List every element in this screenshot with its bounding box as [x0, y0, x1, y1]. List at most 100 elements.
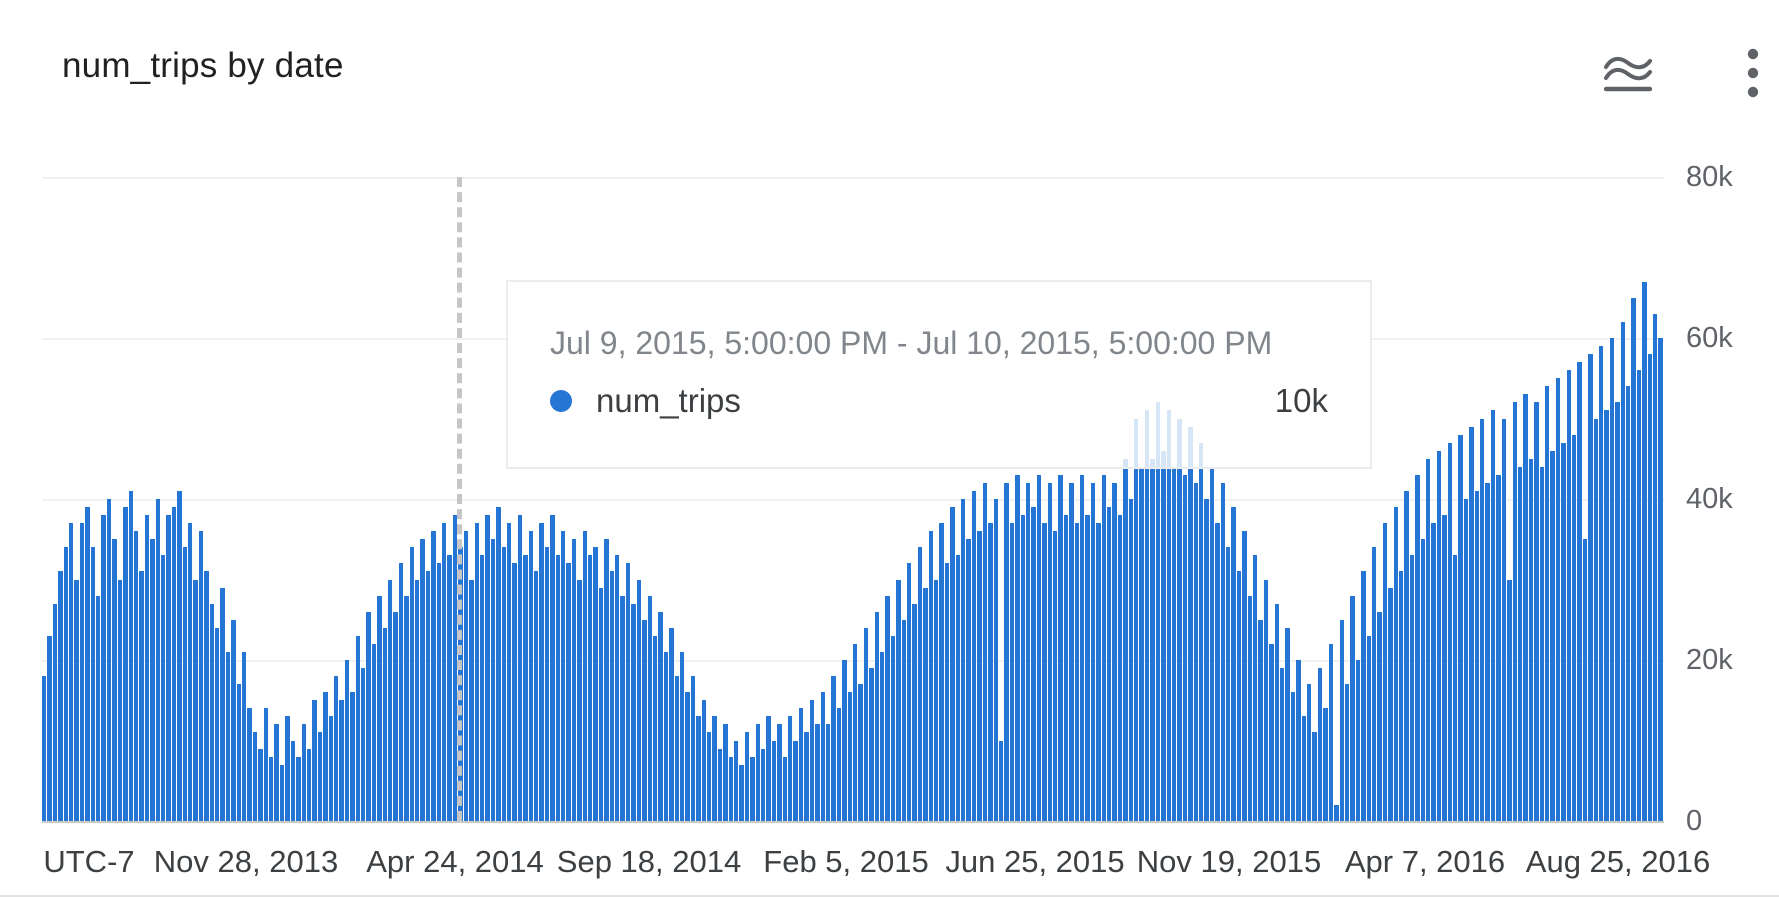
bar[interactable]	[977, 531, 982, 821]
bar[interactable]	[52, 603, 58, 821]
bar[interactable]	[928, 531, 934, 821]
bar[interactable]	[1501, 418, 1507, 821]
bar[interactable]	[528, 531, 533, 821]
bar[interactable]	[966, 539, 971, 821]
bar[interactable]	[204, 571, 209, 821]
bar[interactable]	[771, 740, 777, 821]
bar[interactable]	[955, 555, 961, 821]
bar[interactable]	[809, 700, 815, 821]
bar[interactable]	[604, 539, 609, 821]
bar[interactable]	[561, 531, 566, 821]
bar[interactable]	[474, 523, 479, 821]
bar[interactable]	[609, 571, 615, 821]
bar[interactable]	[1658, 338, 1663, 821]
bar[interactable]	[339, 700, 344, 821]
bar[interactable]	[879, 651, 885, 821]
bar[interactable]	[333, 676, 339, 821]
bar[interactable]	[517, 515, 523, 821]
bar[interactable]	[150, 539, 155, 821]
bar[interactable]	[252, 732, 258, 821]
bar[interactable]	[1236, 571, 1242, 821]
bar[interactable]	[198, 531, 204, 821]
bar[interactable]	[615, 555, 620, 821]
bar[interactable]	[1128, 499, 1134, 821]
bar[interactable]	[1312, 732, 1317, 821]
bar[interactable]	[409, 547, 415, 821]
bar[interactable]	[923, 587, 928, 821]
bar[interactable]	[285, 716, 290, 821]
bar-series[interactable]	[42, 177, 1664, 821]
bar[interactable]	[685, 692, 690, 821]
bar[interactable]	[744, 732, 750, 821]
bar[interactable]	[1134, 418, 1139, 821]
bar[interactable]	[1274, 603, 1280, 821]
bar[interactable]	[231, 619, 236, 821]
bar[interactable]	[1063, 515, 1069, 821]
bar[interactable]	[1344, 684, 1350, 821]
bar[interactable]	[209, 603, 214, 821]
bar[interactable]	[1539, 466, 1544, 821]
bar[interactable]	[306, 748, 312, 821]
bar[interactable]	[1458, 434, 1463, 821]
bar[interactable]	[1069, 482, 1074, 821]
bar[interactable]	[1561, 442, 1566, 821]
bar[interactable]	[1263, 579, 1269, 821]
bar[interactable]	[1571, 434, 1577, 821]
bar[interactable]	[106, 499, 112, 821]
bar[interactable]	[1177, 418, 1182, 821]
bar[interactable]	[404, 595, 409, 821]
bar[interactable]	[588, 555, 593, 821]
bar[interactable]	[890, 635, 896, 821]
bar[interactable]	[1544, 386, 1550, 821]
bar[interactable]	[366, 611, 371, 821]
bar[interactable]	[1653, 313, 1658, 821]
bar[interactable]	[647, 595, 652, 821]
bar[interactable]	[1534, 402, 1539, 821]
bar[interactable]	[577, 579, 582, 821]
bar[interactable]	[398, 563, 404, 821]
bar[interactable]	[1231, 507, 1236, 821]
bar[interactable]	[798, 708, 804, 821]
bar[interactable]	[1350, 595, 1355, 821]
bar[interactable]	[1161, 450, 1166, 821]
bar[interactable]	[312, 700, 317, 821]
bar[interactable]	[225, 651, 231, 821]
bar[interactable]	[1182, 474, 1188, 821]
bar[interactable]	[1296, 660, 1301, 821]
bar[interactable]	[479, 555, 485, 821]
bar[interactable]	[128, 490, 133, 821]
bar[interactable]	[133, 531, 139, 821]
bar[interactable]	[1204, 499, 1209, 821]
bar[interactable]	[950, 507, 955, 821]
bar[interactable]	[706, 732, 712, 821]
bar[interactable]	[112, 539, 117, 821]
bar[interactable]	[420, 539, 425, 821]
bar[interactable]	[1188, 426, 1193, 821]
bar[interactable]	[539, 523, 544, 821]
bar[interactable]	[1085, 515, 1090, 821]
bar[interactable]	[669, 627, 674, 821]
bar[interactable]	[1258, 619, 1263, 821]
bar[interactable]	[85, 507, 90, 821]
bar[interactable]	[388, 579, 393, 821]
bar[interactable]	[69, 523, 74, 821]
bar[interactable]	[42, 676, 47, 821]
bar[interactable]	[155, 499, 160, 821]
bar[interactable]	[1144, 410, 1150, 821]
bar[interactable]	[1566, 370, 1571, 821]
bar[interactable]	[177, 490, 182, 821]
bar[interactable]	[1339, 619, 1344, 821]
bar[interactable]	[1620, 321, 1626, 821]
bar[interactable]	[674, 676, 679, 821]
bar[interactable]	[1253, 555, 1258, 821]
bar[interactable]	[144, 515, 150, 821]
bar[interactable]	[717, 748, 723, 821]
bar[interactable]	[750, 756, 755, 821]
bar[interactable]	[1485, 482, 1490, 821]
bar[interactable]	[1436, 450, 1442, 821]
bar[interactable]	[663, 651, 669, 821]
bar[interactable]	[74, 579, 79, 821]
bar[interactable]	[452, 515, 458, 821]
bar[interactable]	[944, 563, 950, 821]
bar[interactable]	[1247, 595, 1252, 821]
